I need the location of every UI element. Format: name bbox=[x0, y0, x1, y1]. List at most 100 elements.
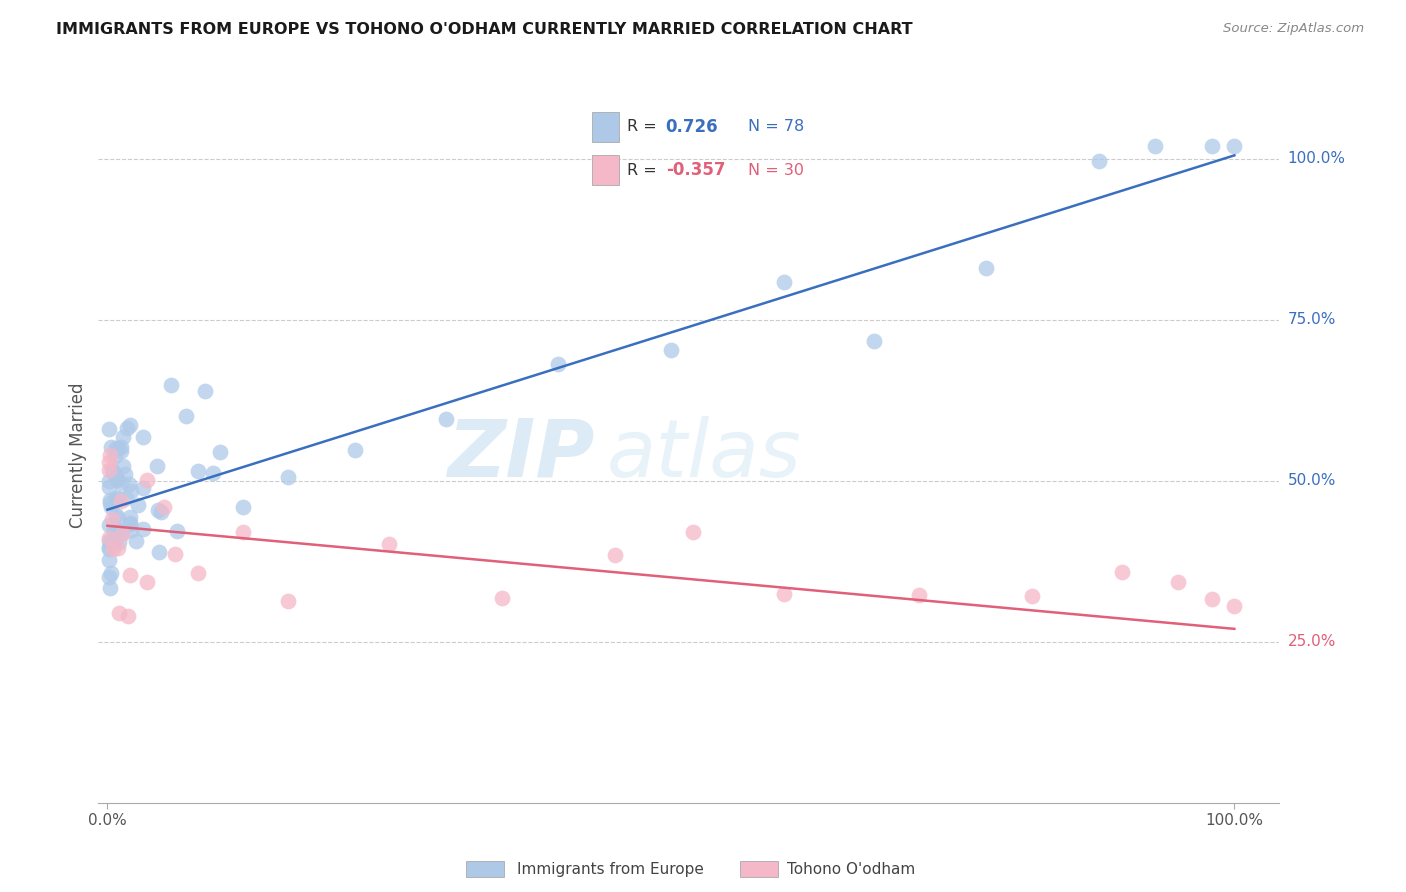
Point bbox=[118, 418, 141, 433]
Point bbox=[135, 473, 157, 487]
Point bbox=[1223, 599, 1246, 614]
Point bbox=[277, 470, 299, 484]
Point bbox=[159, 378, 181, 392]
Text: 75.0%: 75.0% bbox=[1288, 312, 1336, 327]
Point bbox=[98, 496, 121, 510]
Point bbox=[97, 534, 120, 549]
Text: -0.357: -0.357 bbox=[666, 161, 725, 179]
Point bbox=[187, 464, 209, 478]
Point bbox=[132, 522, 155, 536]
Point bbox=[101, 463, 124, 477]
Point bbox=[98, 448, 121, 462]
Text: Source: ZipAtlas.com: Source: ZipAtlas.com bbox=[1223, 22, 1364, 36]
Point bbox=[111, 526, 134, 541]
Point bbox=[97, 570, 120, 584]
Point bbox=[107, 541, 129, 555]
Point bbox=[100, 441, 122, 455]
Point bbox=[108, 606, 131, 620]
Point bbox=[97, 463, 120, 477]
Point bbox=[682, 525, 704, 540]
Point bbox=[97, 474, 120, 488]
Point bbox=[112, 430, 135, 444]
Point bbox=[187, 566, 209, 580]
Point bbox=[127, 498, 149, 512]
Point bbox=[97, 480, 120, 494]
Point bbox=[135, 575, 157, 590]
Text: 100.0%: 100.0% bbox=[1288, 151, 1346, 166]
Point bbox=[118, 516, 141, 531]
Point bbox=[111, 458, 134, 473]
Point bbox=[114, 467, 136, 482]
Point bbox=[547, 357, 569, 371]
Point bbox=[194, 384, 217, 398]
Text: N = 78: N = 78 bbox=[748, 120, 804, 135]
Point bbox=[1021, 589, 1043, 603]
Text: atlas: atlas bbox=[606, 416, 801, 494]
Point bbox=[491, 591, 513, 606]
Text: R =: R = bbox=[627, 120, 657, 135]
Point bbox=[1201, 592, 1223, 607]
Point bbox=[434, 412, 457, 426]
Point bbox=[107, 441, 129, 455]
Point bbox=[120, 523, 142, 537]
Point bbox=[103, 536, 125, 550]
FancyBboxPatch shape bbox=[592, 155, 619, 185]
Point bbox=[1111, 565, 1133, 579]
Point bbox=[105, 508, 128, 523]
Text: N = 30: N = 30 bbox=[748, 162, 804, 178]
Point bbox=[103, 466, 125, 480]
Point bbox=[97, 455, 120, 469]
Point bbox=[97, 541, 120, 555]
Point bbox=[378, 537, 401, 551]
Point bbox=[118, 568, 141, 582]
Point bbox=[103, 542, 125, 557]
Point bbox=[148, 502, 170, 516]
Point bbox=[97, 531, 120, 545]
Point bbox=[145, 458, 167, 473]
Point bbox=[98, 581, 121, 595]
Point bbox=[176, 409, 198, 423]
Point bbox=[107, 534, 129, 549]
Text: 25.0%: 25.0% bbox=[1288, 634, 1336, 649]
Point bbox=[101, 536, 124, 550]
Point bbox=[772, 587, 794, 601]
Point bbox=[908, 588, 931, 602]
Point bbox=[110, 494, 132, 508]
Text: R =: R = bbox=[627, 162, 657, 178]
Point bbox=[120, 510, 142, 524]
Point bbox=[152, 500, 174, 515]
Point bbox=[98, 492, 121, 507]
Point bbox=[110, 440, 132, 454]
Point bbox=[97, 541, 120, 556]
Point bbox=[118, 477, 141, 491]
Point bbox=[976, 260, 998, 275]
Point bbox=[202, 466, 225, 480]
Point bbox=[100, 500, 122, 515]
Point bbox=[105, 470, 128, 484]
Point bbox=[97, 517, 120, 532]
Point bbox=[100, 566, 122, 581]
Point bbox=[1223, 138, 1246, 153]
Point bbox=[209, 445, 232, 459]
Text: IMMIGRANTS FROM EUROPE VS TOHONO O'ODHAM CURRENTLY MARRIED CORRELATION CHART: IMMIGRANTS FROM EUROPE VS TOHONO O'ODHAM… bbox=[56, 22, 912, 37]
Point bbox=[165, 547, 187, 561]
Point bbox=[603, 548, 626, 562]
Point bbox=[232, 500, 254, 514]
FancyBboxPatch shape bbox=[467, 861, 503, 877]
Point bbox=[166, 524, 188, 538]
Point bbox=[1201, 138, 1223, 153]
Point bbox=[107, 522, 129, 536]
Text: ZIP: ZIP bbox=[447, 416, 595, 494]
Point bbox=[107, 511, 129, 525]
Point bbox=[148, 545, 170, 559]
Point bbox=[120, 516, 142, 531]
Text: Tohono O'odham: Tohono O'odham bbox=[787, 863, 915, 877]
Point bbox=[232, 524, 254, 539]
FancyBboxPatch shape bbox=[741, 861, 779, 877]
Point bbox=[101, 512, 124, 526]
Point bbox=[103, 523, 125, 537]
Point bbox=[104, 450, 127, 464]
Point bbox=[111, 526, 134, 541]
FancyBboxPatch shape bbox=[592, 112, 619, 142]
Point bbox=[1144, 138, 1167, 153]
